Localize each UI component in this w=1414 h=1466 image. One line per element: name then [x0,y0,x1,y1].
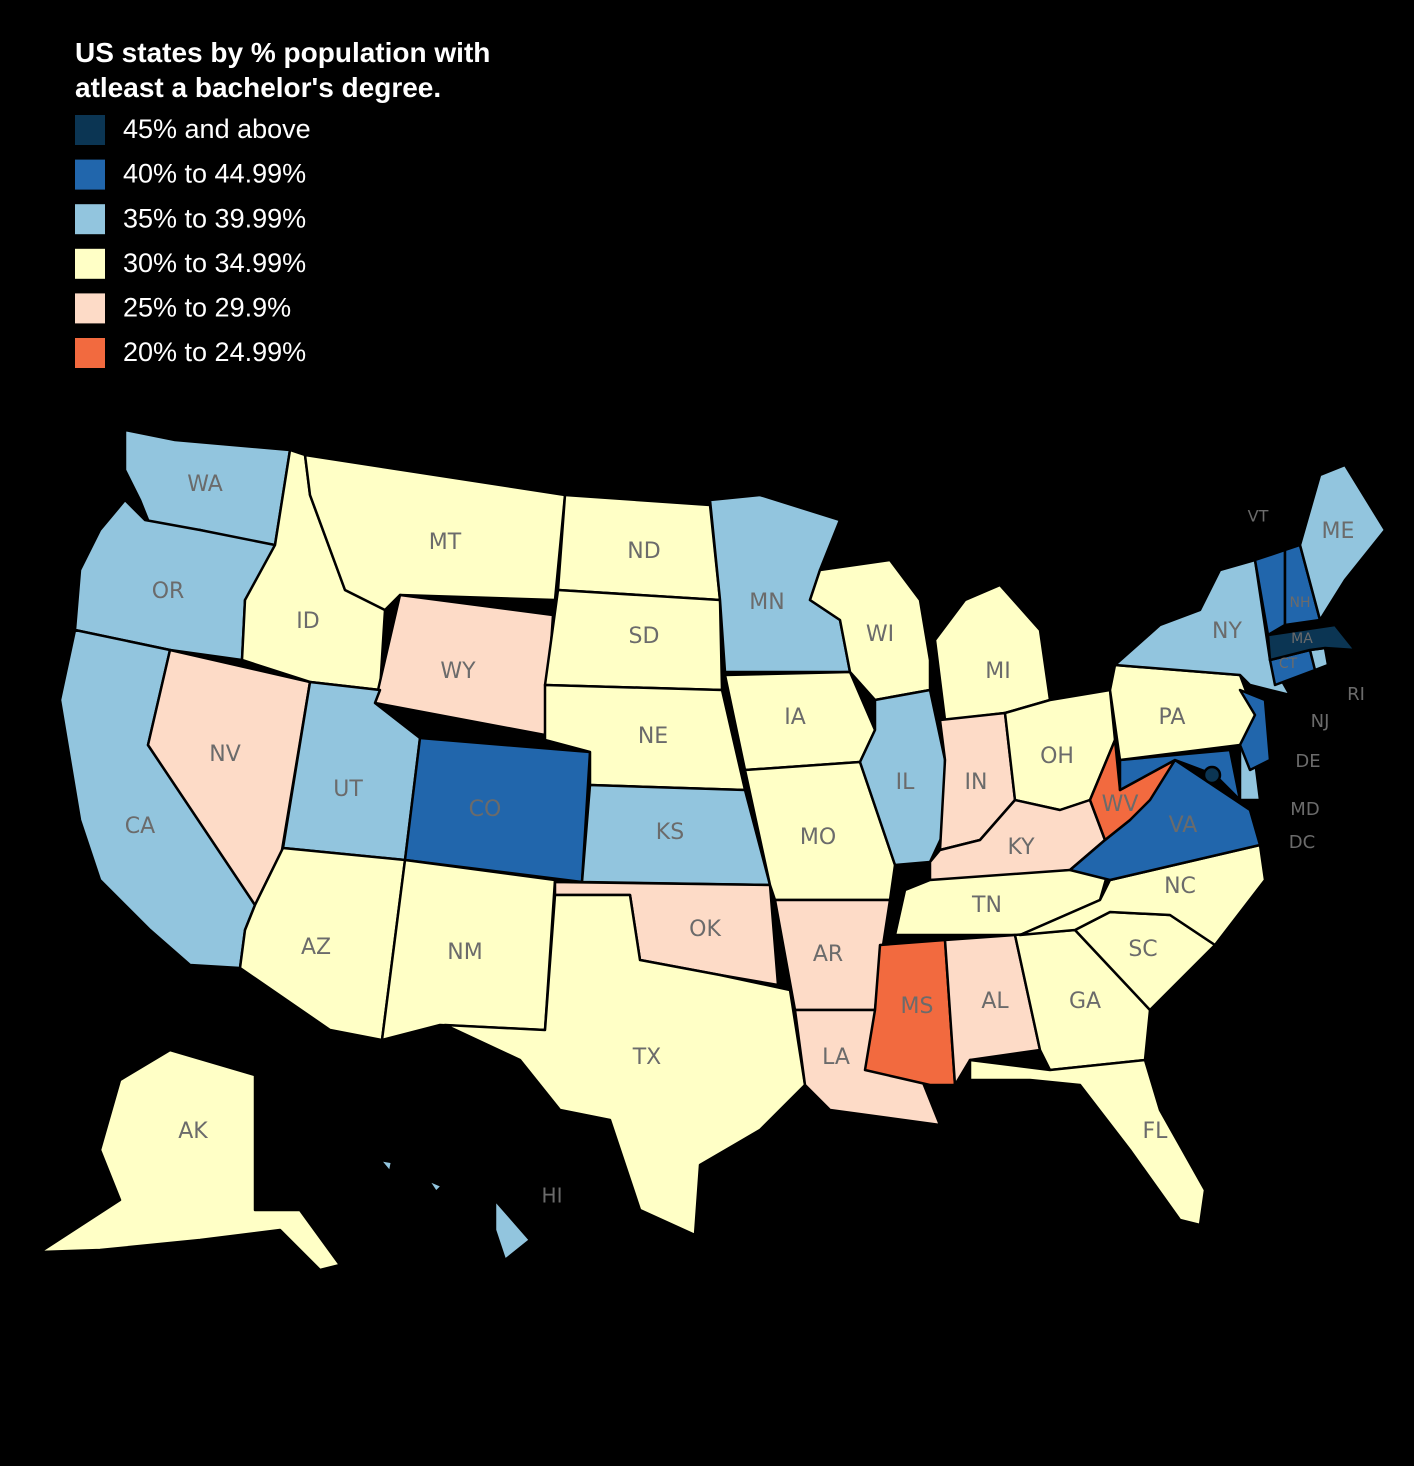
state [378,1158,532,1262]
legend-swatch [75,159,105,190]
state-label: DC [1289,832,1315,853]
legend-swatch [75,115,105,145]
legend-label: 20% to 24.99% [123,337,306,367]
state-label: DE [1295,751,1320,772]
state-label: TX [632,1045,662,1070]
state-label: ND [627,539,660,564]
state-label: MS [901,994,934,1019]
state-label: MD [1290,799,1319,820]
legend-swatch [75,204,105,235]
legend-label: 40% to 44.99% [123,159,306,189]
state-label: CA [125,814,155,839]
state-label: RI [1347,684,1365,705]
state [968,1058,1207,1227]
state-label: VA [1169,813,1198,838]
state-label: MA [1291,631,1313,647]
state-label: IA [784,705,806,730]
state-label: HI [542,1184,563,1208]
state-label: CO [469,797,502,822]
state-label: OH [1040,744,1074,769]
state-label: UT [333,777,363,802]
state-label: NE [638,724,668,749]
state [1018,843,1267,947]
state [443,893,807,1237]
legend-swatch [75,338,105,368]
title-line: US states by % population with [75,37,490,68]
state [1238,688,1272,772]
state-label: VT [1248,507,1269,526]
state-label: OR [152,579,185,604]
state-label: FL [1143,1119,1169,1144]
state-label: OK [689,917,721,942]
state-label: IN [965,770,988,795]
state-label: MT [429,530,462,555]
state-label: WI [866,622,894,647]
state-label: LA [822,1045,850,1070]
state-label: CT [1279,656,1298,672]
state [1202,765,1222,785]
state-label: MN [749,590,784,615]
legend-label: 35% to 39.99% [123,203,306,233]
state-label: MI [985,659,1010,684]
state [893,863,1112,937]
legend-swatch [75,248,105,279]
state-label: AR [813,942,843,967]
state-label: ID [296,609,319,634]
state-label: GA [1069,989,1101,1014]
legend: 45% and above 40% to 44.99% 35% to 39.99% 3… [75,114,311,368]
state-label: NH [1290,595,1311,611]
states [38,428,1387,1272]
state-label: NC [1164,874,1196,899]
title-line: atleast a bachelor's degree. [75,72,441,103]
state-label: SC [1128,937,1157,962]
state-label: AL [981,989,1009,1014]
state-label: WY [440,659,476,684]
state-label: PA [1159,705,1186,730]
state-labels: WA OR CA NV ID MT WY UT CO AZ NM ND SD NE KS OK TX MN IA MO… [125,472,1365,1208]
state-label: NM [447,940,482,965]
state-label: AK [178,1119,208,1144]
state-label: ME [1322,519,1355,544]
state-label: TN [971,893,1002,918]
state [1298,463,1387,622]
state-label: IL [896,770,915,795]
state-label: KS [656,820,684,845]
state [943,933,1042,1087]
state-label: NV [209,742,241,767]
state-label: WA [187,472,223,497]
state-label: AZ [301,935,331,960]
state [38,1048,342,1272]
state-label: WV [1102,792,1139,817]
state-label: NY [1212,619,1242,644]
state [1266,623,1357,662]
state-label: SD [629,624,660,649]
state [1088,738,1177,842]
legend-swatch [75,293,105,324]
legend-label: 25% to 29.9% [123,293,291,323]
state-label: NJ [1311,711,1330,732]
state-label: KY [1007,835,1035,860]
legend-label: 30% to 34.99% [123,248,306,278]
legend-label: 45% and above [123,114,311,144]
state-label: MO [800,825,836,850]
